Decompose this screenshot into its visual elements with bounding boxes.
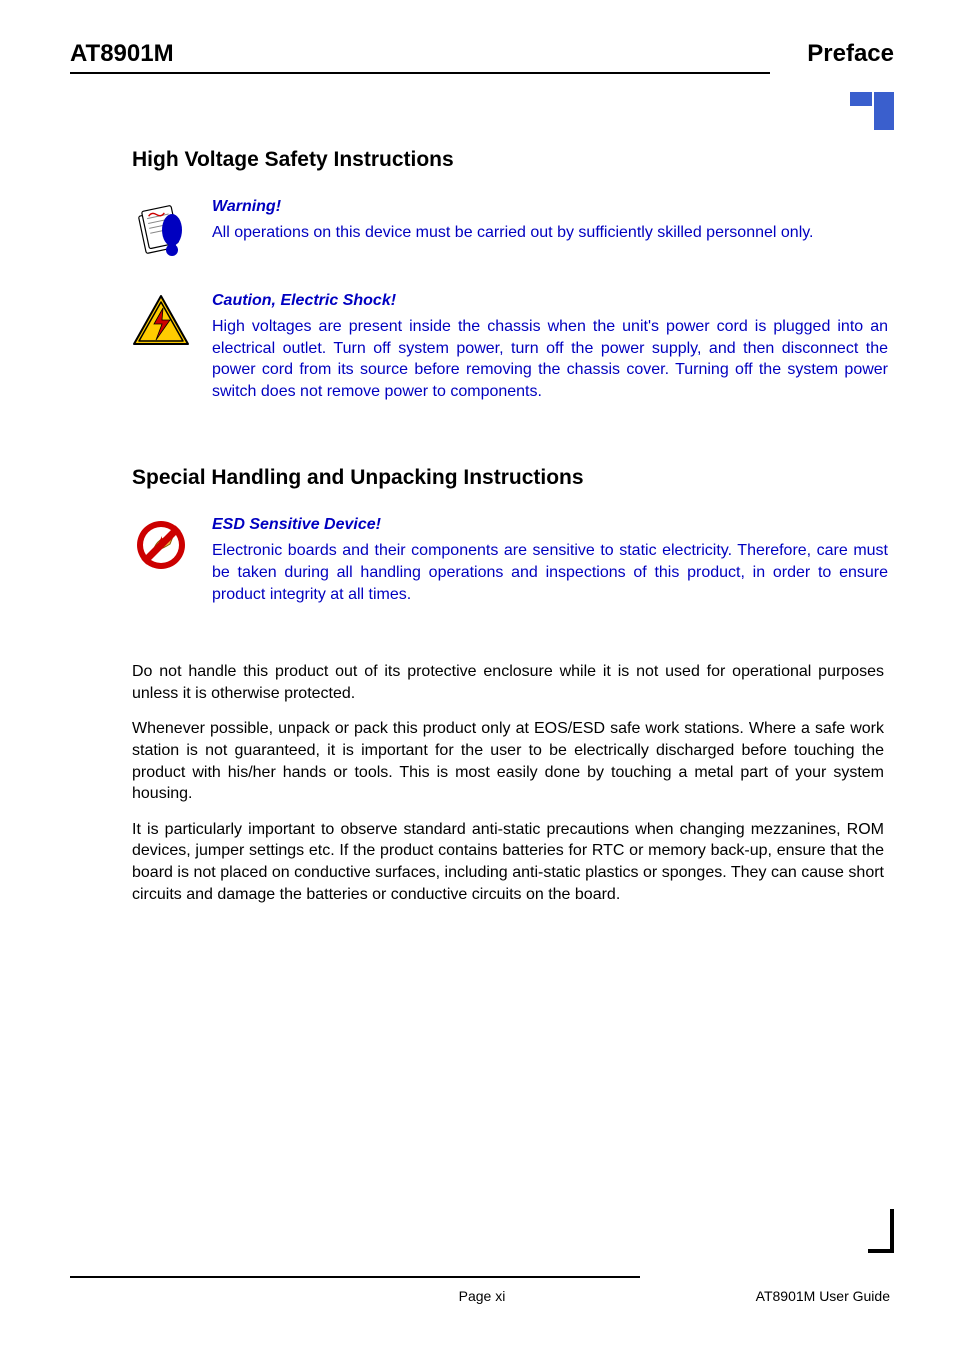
- notice-esd-title: ESD Sensitive Device!: [212, 516, 888, 534]
- notice-caution-body: High voltages are present inside the cha…: [212, 316, 888, 402]
- corner-logo-icon: [850, 92, 894, 141]
- notice-caution-text: Caution, Electric Shock! High voltages a…: [212, 292, 888, 402]
- notice-warning-title: Warning!: [212, 198, 888, 216]
- footer-page-number: Page xi: [459, 1288, 506, 1304]
- spacer: [132, 635, 888, 661]
- footer-corner-mark-icon: [868, 1209, 894, 1258]
- notice-esd-text: ESD Sensitive Device! Electronic boards …: [212, 516, 888, 605]
- page-body: High Voltage Safety Instructions: [70, 148, 894, 905]
- notice-esd: ESD Sensitive Device! Electronic boards …: [132, 516, 888, 605]
- page-header: AT8901M Preface: [70, 40, 894, 68]
- page: AT8901M Preface High Voltage Safety Inst…: [0, 0, 954, 1350]
- section-heading-sh: Special Handling and Unpacking Instructi…: [132, 466, 888, 490]
- footer-rule: [70, 1276, 640, 1278]
- esd-icon: [132, 516, 190, 572]
- notice-warning-text: Warning! All operations on this device m…: [212, 198, 888, 244]
- header-rule: [70, 72, 770, 74]
- notice-warning-body: All operations on this device must be ca…: [212, 222, 888, 244]
- notice-caution: Caution, Electric Shock! High voltages a…: [132, 292, 888, 402]
- page-footer: Page xi AT8901M User Guide: [70, 1276, 894, 1304]
- paragraph-1: Do not handle this product out of its pr…: [132, 661, 888, 704]
- warning-note-icon: [132, 198, 190, 262]
- header-product: AT8901M: [70, 40, 174, 68]
- paragraph-3: It is particularly important to observe …: [132, 819, 888, 905]
- notice-warning: Warning! All operations on this device m…: [132, 198, 888, 262]
- footer-spacer: [74, 1288, 78, 1304]
- paragraph-2: Whenever possible, unpack or pack this p…: [132, 718, 888, 804]
- footer-guide-name: AT8901M User Guide: [756, 1288, 890, 1304]
- header-section: Preface: [807, 40, 894, 68]
- electric-shock-icon: [132, 292, 190, 348]
- spacer: [132, 432, 888, 466]
- section-heading-hv: High Voltage Safety Instructions: [132, 148, 888, 172]
- notice-esd-body: Electronic boards and their components a…: [212, 540, 888, 605]
- notice-caution-title: Caution, Electric Shock!: [212, 292, 888, 310]
- footer-row: Page xi AT8901M User Guide: [70, 1288, 894, 1304]
